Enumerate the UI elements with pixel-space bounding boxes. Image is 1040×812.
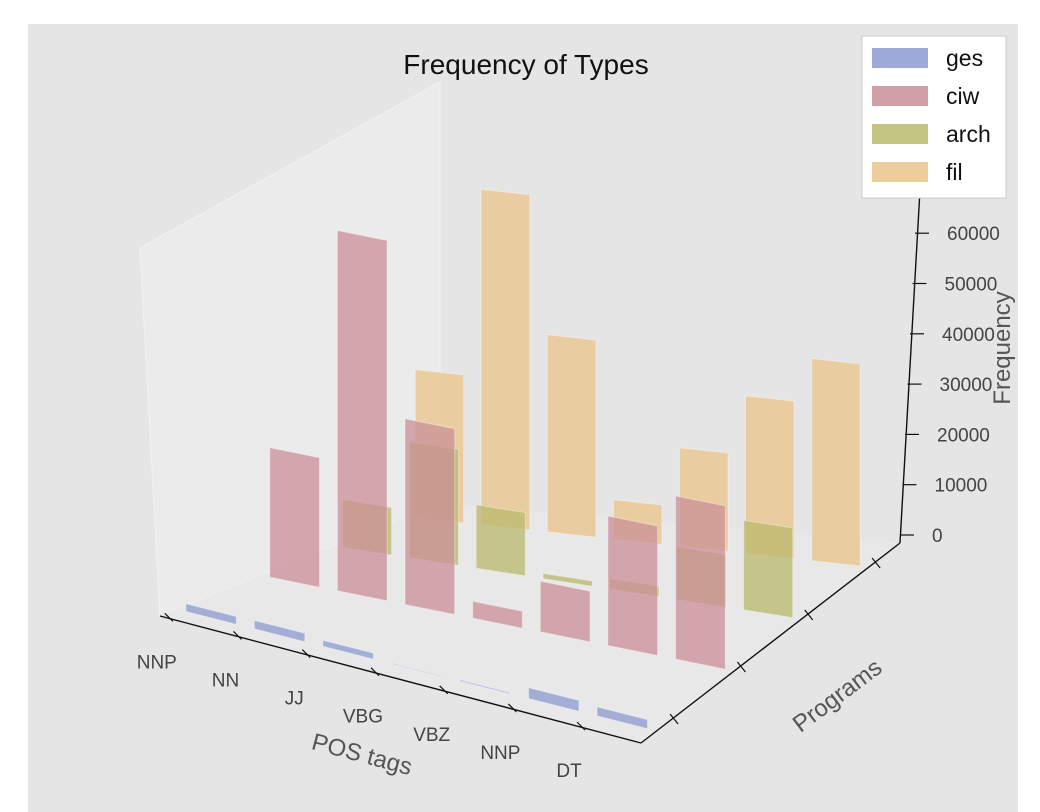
legend-label-ciw: ciw: [946, 83, 980, 109]
legend-swatch-fil: [872, 162, 928, 182]
x-tick-label-6: DT: [556, 761, 582, 782]
legend: ges ciw arch fil: [861, 35, 1007, 199]
y-tick-0: [669, 713, 679, 725]
x-tick-label-1: NN: [212, 670, 239, 691]
z-tick-label-0: 0: [932, 526, 943, 547]
bar-fil-1: [480, 188, 531, 531]
bar-ges-5: [528, 687, 580, 712]
legend-swatch-ciw: [872, 86, 928, 106]
legend-label-arch: arch: [946, 121, 991, 147]
z-axis-title: Frequency: [989, 291, 1016, 404]
bar-ges-1: [253, 619, 306, 643]
x-tick-5: [507, 703, 517, 713]
bar-fil-2: [546, 334, 597, 538]
y-tick-2: [804, 609, 814, 621]
legend-swatch-ges: [872, 48, 928, 68]
z-tick-label-3: 30000: [940, 375, 993, 396]
z-tick-label-2: 20000: [937, 425, 990, 446]
x-tick-label-5: NNP: [480, 743, 520, 764]
bar-ciw-6: [675, 495, 726, 670]
legend-label-ges: ges: [946, 45, 983, 71]
legend-items: ges ciw arch fil: [872, 45, 991, 185]
z-tick-label-5: 50000: [945, 275, 998, 296]
bar-ciw-5: [607, 515, 659, 657]
x-tick-label-2: JJ: [285, 689, 304, 710]
y-tick-1: [736, 661, 746, 673]
chart-title: Frequency of Types: [403, 49, 648, 80]
z-tick-label-1: 10000: [935, 476, 988, 497]
x-tick-label-3: VBG: [343, 707, 383, 728]
axes-layer: NNP NN JJ VBG VBZ NNP DT 0 10000 20000 30000 40000 5…: [137, 189, 1000, 782]
x-tick-3: [370, 667, 380, 677]
bars-layer: [185, 188, 861, 730]
bar-arch-2: [475, 504, 526, 577]
bar-ciw-2: [404, 418, 456, 616]
bar-ges-2: [322, 639, 374, 660]
bar-ges-0: [185, 603, 237, 625]
x-tick-1: [233, 630, 242, 640]
z-tick-label-6: 60000: [947, 224, 1000, 245]
x-tick-2: [301, 649, 311, 658]
legend-swatch-arch: [872, 124, 928, 144]
x-axis-line: [159, 615, 642, 744]
bar-arch-6: [743, 519, 794, 619]
y-axis-line: [640, 542, 901, 744]
bar-ges-6: [596, 706, 648, 730]
x-tick-4: [439, 685, 449, 695]
x-tick-label-0: NNP: [137, 652, 177, 673]
x-tick-6: [576, 721, 586, 731]
y-tick-3: [871, 557, 881, 569]
x-tick-label-4: VBZ: [413, 725, 450, 746]
bar-ciw-4: [539, 580, 591, 643]
legend-label-fil: fil: [946, 159, 963, 185]
x-tick-0: [164, 612, 174, 622]
z-tick-label-4: 40000: [942, 325, 995, 346]
bar-ciw-1: [336, 229, 388, 602]
bar-ges-4: [459, 679, 511, 695]
bar-ciw-3: [472, 600, 523, 629]
bar-ges-3: [391, 662, 443, 678]
bar-ciw-0: [269, 446, 320, 588]
bar-arch-3: [542, 572, 593, 587]
bar-fil-6: [811, 358, 861, 567]
